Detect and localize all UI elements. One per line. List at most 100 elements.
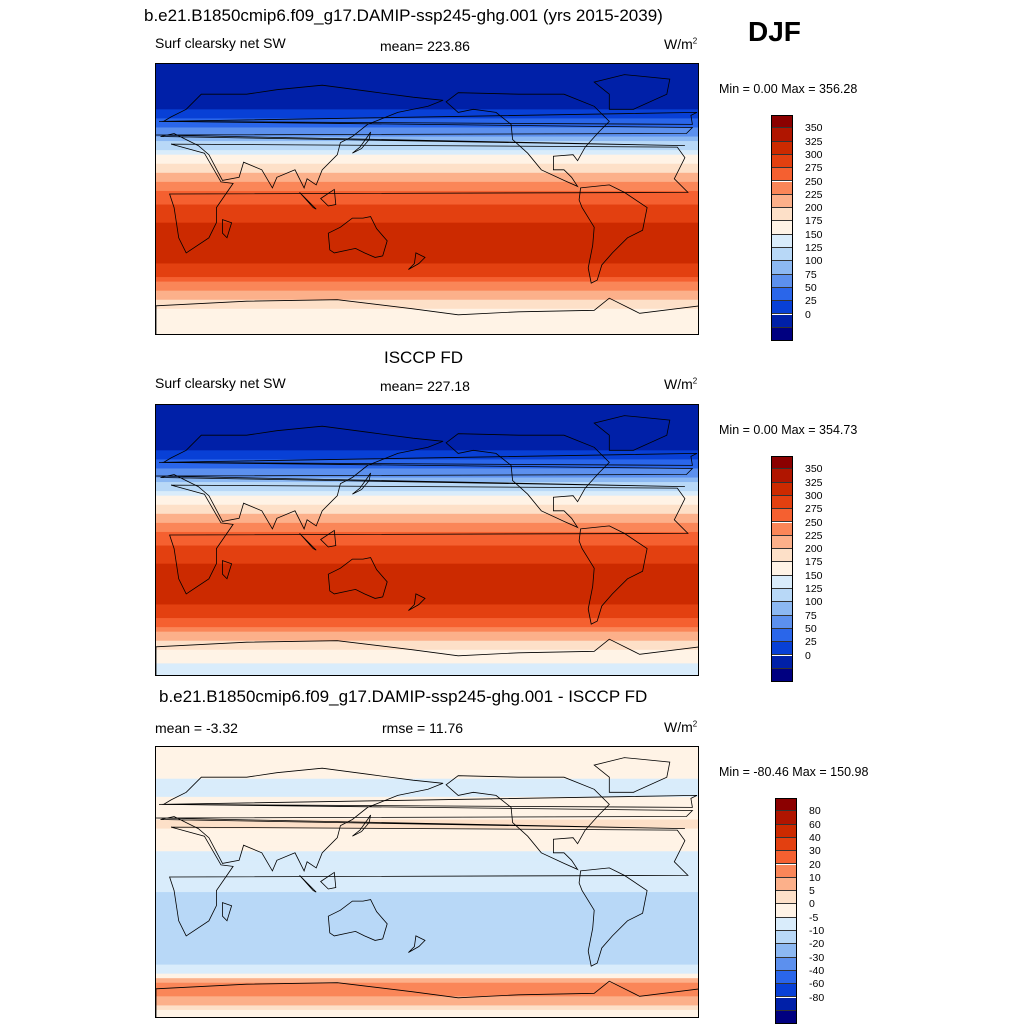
map-latitude-band <box>156 522 698 528</box>
colorbar-segment <box>775 837 797 852</box>
map-latitude-band <box>156 299 698 305</box>
map-latitude-band <box>156 837 698 843</box>
colorbar-segment <box>771 522 793 536</box>
map-latitude-band <box>156 667 698 674</box>
map-latitude-band <box>156 445 698 451</box>
panel1-units-label: W/m2 <box>664 36 698 52</box>
map-latitude-band <box>156 290 698 296</box>
map-latitude-band <box>156 568 698 574</box>
colorbar-tick-label: -60 <box>809 978 825 991</box>
map-latitude-band <box>156 991 698 997</box>
map-latitude-band <box>156 613 698 619</box>
map-latitude-band <box>156 618 698 624</box>
map-latitude-band <box>156 919 698 925</box>
map-latitude-band <box>156 495 698 501</box>
coastline <box>352 472 371 495</box>
panel3-map <box>155 746 699 1018</box>
coastline <box>327 557 388 599</box>
map-latitude-band <box>156 960 698 966</box>
colorbar-tick-label: -40 <box>809 964 825 977</box>
colorbar-segment <box>771 128 793 142</box>
panel2-map <box>155 404 699 676</box>
map-latitude-band <box>156 91 698 97</box>
map-latitude-band <box>156 631 698 637</box>
colorbar-tick-label: 25 <box>805 295 817 308</box>
map-latitude-band <box>156 104 698 110</box>
map-latitude-band <box>156 760 698 766</box>
colorbar-frame <box>775 798 797 1024</box>
coastline <box>169 143 689 254</box>
coastline <box>169 826 689 937</box>
coastline <box>593 415 671 451</box>
map-latitude-band <box>156 405 698 411</box>
coastline <box>320 188 337 207</box>
map-latitude-band <box>156 477 698 483</box>
map-latitude-band <box>156 982 698 988</box>
map-latitude-band <box>156 969 698 975</box>
map-latitude-band <box>156 231 698 237</box>
colorbar-segment <box>771 642 793 656</box>
map-latitude-band <box>156 996 698 1002</box>
coastline <box>222 902 233 922</box>
colorbar-segment <box>771 221 793 235</box>
coastline <box>156 638 698 675</box>
map-latitude-band <box>156 177 698 183</box>
map-latitude-band <box>156 801 698 807</box>
map-latitude-band <box>156 627 698 633</box>
map-latitude-band <box>156 432 698 438</box>
map-latitude-band <box>156 923 698 929</box>
colorbar-tick-label: 250 <box>805 175 823 188</box>
map-latitude-band <box>156 896 698 902</box>
colorbar-tick-label: 150 <box>805 228 823 241</box>
colorbar-tick-label: 300 <box>805 489 823 502</box>
colorbar-segment <box>771 301 793 315</box>
coastline <box>156 767 694 872</box>
colorbar-tick-label: 50 <box>805 281 817 294</box>
map-latitude-band <box>156 113 698 119</box>
colorbar-tick-label: 300 <box>805 148 823 161</box>
panel3-rmse-label: rmse = 11.76 <box>382 720 464 736</box>
map-plot-area <box>156 747 698 1017</box>
map-latitude-band <box>156 100 698 106</box>
map-latitude-band <box>156 150 698 156</box>
map-latitude-band <box>156 783 698 789</box>
map-latitude-band <box>156 550 698 556</box>
colorbar-tick-label: 75 <box>805 268 817 281</box>
map-latitude-band <box>156 878 698 884</box>
map-latitude-band <box>156 883 698 889</box>
colorbar-segment <box>771 509 793 523</box>
coastline <box>593 757 671 793</box>
colorbar-segment <box>775 798 797 812</box>
map-latitude-band <box>156 254 698 260</box>
map-latitude-band <box>156 450 698 456</box>
colorbar-segment <box>771 655 793 669</box>
map-latitude-band <box>156 159 698 165</box>
map-latitude-band <box>156 932 698 938</box>
colorbar-tick-label: -20 <box>809 938 825 951</box>
coastline <box>445 433 610 529</box>
map-latitude-band <box>156 486 698 492</box>
colorbar-segment <box>771 575 793 589</box>
colorbar-tick-label: 225 <box>805 188 823 201</box>
map-latitude-band <box>156 240 698 246</box>
map-latitude-band <box>156 987 698 993</box>
map-latitude-band <box>156 326 698 333</box>
map-latitude-band <box>156 491 698 497</box>
map-latitude-band <box>156 64 698 70</box>
coastline <box>352 814 371 837</box>
map-latitude-band <box>156 649 698 655</box>
colorbar-segment <box>771 589 793 603</box>
colorbar-segment <box>771 274 793 288</box>
map-latitude-band <box>156 218 698 224</box>
map-latitude-band <box>156 581 698 587</box>
colorbar-segment <box>771 168 793 182</box>
map-latitude-band <box>156 286 698 292</box>
map-latitude-band <box>156 658 698 664</box>
map-latitude-band <box>156 765 698 771</box>
map-latitude-band <box>156 181 698 187</box>
colorbar-segment <box>771 208 793 222</box>
map-latitude-band <box>156 127 698 133</box>
colorbar-segment <box>771 495 793 510</box>
colorbar-tick-label: 40 <box>809 831 821 844</box>
map-latitude-band <box>156 263 698 269</box>
